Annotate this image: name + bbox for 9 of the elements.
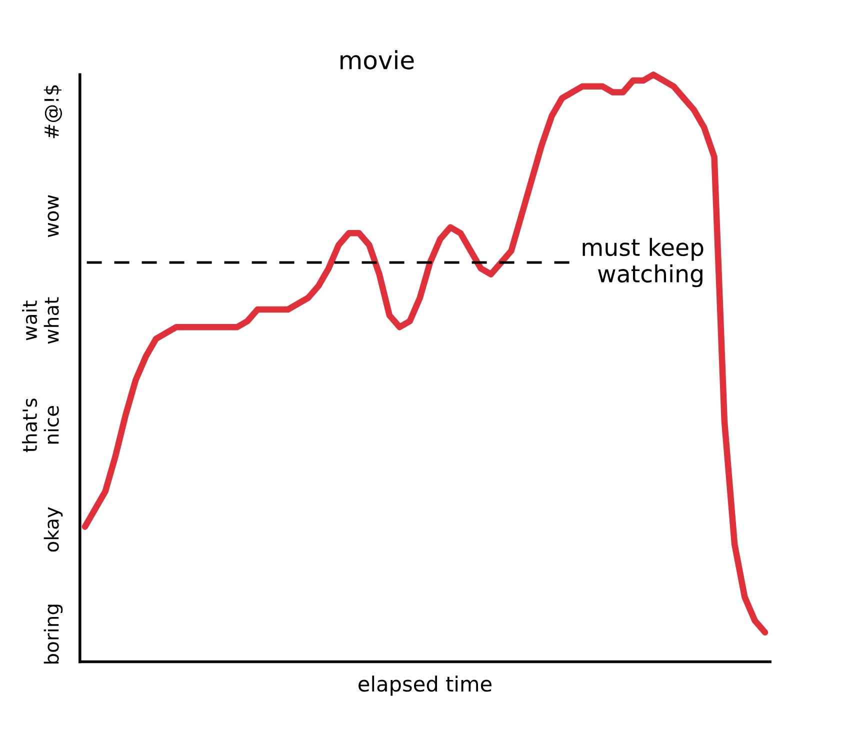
text: that's nice xyxy=(22,398,59,452)
text: okay xyxy=(44,507,63,552)
text: boring xyxy=(44,604,63,664)
chart-title: movie xyxy=(340,50,414,70)
ref-line-label: must keep watching xyxy=(582,238,704,288)
text: #@!$ xyxy=(44,85,62,138)
x-axis-title: elapsed time xyxy=(358,676,492,696)
text: wow xyxy=(48,195,59,238)
text: wait what xyxy=(22,297,59,344)
